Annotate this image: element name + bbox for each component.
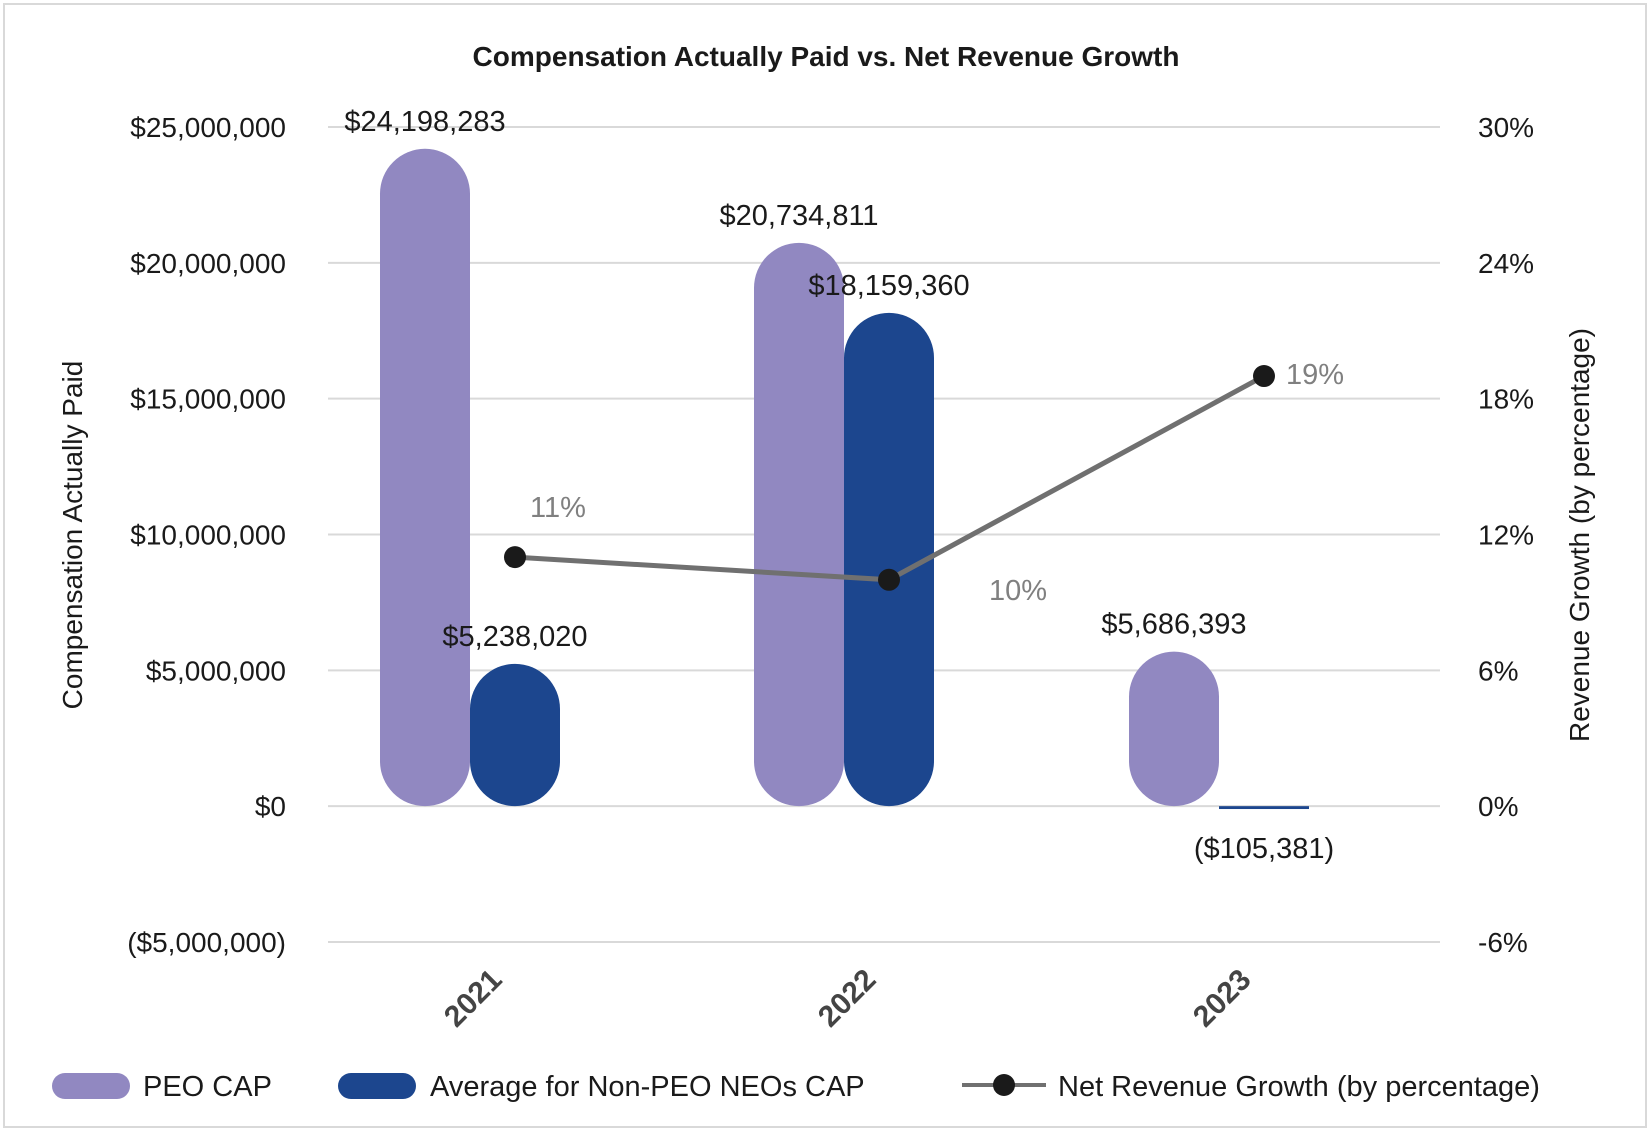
y-tick-label: $0	[255, 791, 286, 822]
line-label-2021: 11%	[530, 492, 586, 524]
y-tick-label: $15,000,000	[130, 384, 286, 415]
y-axis-ticks: ($5,000,000) $0 $5,000,000 $10,000,000 $15,0…	[127, 112, 286, 958]
line-point-2021	[504, 546, 526, 569]
bar-average-for-non-peo-neos-cap-2021	[470, 663, 560, 807]
legend-label-revenue-growth: Net Revenue Growth (by percentage)	[1058, 1071, 1540, 1103]
y-axis-label: Compensation Actually Paid	[57, 361, 88, 710]
legend-label-peo-cap: PEO CAP	[143, 1071, 272, 1103]
data-label-peo-cap-2022: $20,734,811	[719, 200, 878, 232]
y2-tick-label: 18%	[1478, 384, 1534, 415]
line-label-2022: 10%	[989, 575, 1047, 607]
bar-peo-cap-2022	[754, 242, 844, 807]
y2-tick-label: 12%	[1478, 520, 1534, 551]
line-series	[504, 365, 1275, 591]
y-tick-label: $25,000,000	[130, 112, 286, 143]
y-tick-label: ($5,000,000)	[127, 927, 286, 958]
line-point-2023	[1253, 365, 1275, 388]
y2-tick-label: 24%	[1478, 248, 1534, 279]
line-label-2023: 19%	[1286, 359, 1344, 391]
data-label-average-for-non-peo-neos-cap-2022: $18,159,360	[808, 270, 969, 302]
y2-tick-label: 6%	[1478, 655, 1518, 686]
y2-tick-label: -6%	[1478, 927, 1528, 958]
chart-title: Compensation Actually Paid vs. Net Reven…	[473, 41, 1180, 72]
x-tick-label: 2023	[1187, 963, 1258, 1034]
legend-marker-revenue-growth	[993, 1074, 1015, 1096]
legend-swatch-non-peo-cap	[338, 1073, 416, 1099]
y2-tick-label: 30%	[1478, 112, 1534, 143]
data-label-average-for-non-peo-neos-cap-2021: $5,238,020	[442, 621, 587, 653]
data-label-peo-cap-2021: $24,198,283	[344, 106, 505, 138]
data-label-average-for-non-peo-neos-cap-2023: ($105,381)	[1194, 833, 1334, 865]
y2-axis-ticks: -6% 0% 6% 12% 18% 24% 30%	[1478, 112, 1534, 958]
data-labels: $24,198,283 $20,734,811 $5,686,393 $5,238,0…	[344, 106, 1344, 865]
legend-label-non-peo-cap: Average for Non-PEO NEOs CAP	[430, 1071, 865, 1103]
bar-series	[380, 148, 1309, 810]
legend: PEO CAP Average for Non-PEO NEOs CAP Net…	[52, 1071, 1540, 1103]
legend-swatch-peo-cap	[52, 1073, 130, 1099]
y-tick-label: $20,000,000	[130, 248, 286, 279]
bar-average-for-non-peo-neos-cap-2022	[844, 312, 934, 807]
x-tick-label: 2022	[812, 963, 883, 1034]
x-axis-categories: 2021 2022 2023	[438, 963, 1258, 1034]
y2-axis-label: Revenue Growth (by percentage)	[1564, 328, 1595, 742]
y-tick-label: $5,000,000	[146, 655, 286, 686]
bar-peo-cap-2023	[1129, 651, 1219, 807]
y-tick-label: $10,000,000	[130, 520, 286, 551]
bar-average-for-non-peo-neos-cap-2023	[1219, 806, 1309, 810]
y2-tick-label: 0%	[1478, 791, 1518, 822]
x-tick-label: 2021	[438, 963, 509, 1034]
data-label-peo-cap-2023: $5,686,393	[1101, 609, 1246, 641]
bar-peo-cap-2021	[380, 148, 470, 807]
line-point-2022	[878, 568, 900, 591]
